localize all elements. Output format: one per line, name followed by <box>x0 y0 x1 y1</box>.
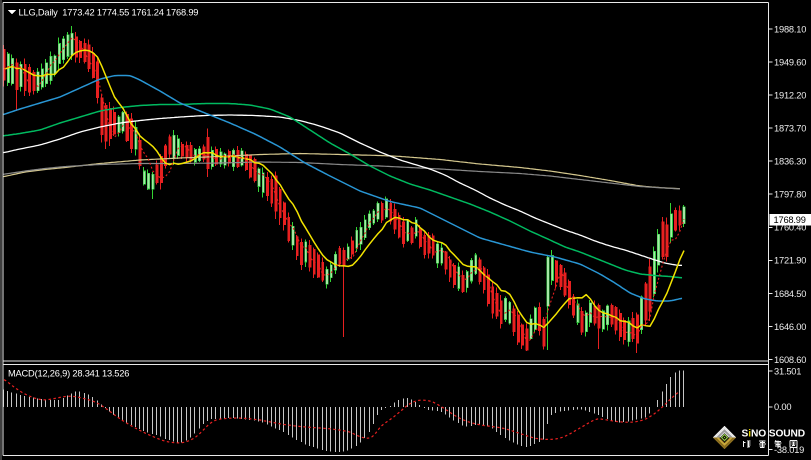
svg-text:MACD(12,26,9) 28.341 13.526: MACD(12,26,9) 28.341 13.526 <box>8 369 129 379</box>
svg-text:1721.90: 1721.90 <box>774 256 806 266</box>
svg-text:1912.20: 1912.20 <box>774 91 806 101</box>
svg-text:LLG,Daily 1773.42 1774.55 176: LLG,Daily 1773.42 1774.55 1761.24 1768.9… <box>19 7 199 17</box>
svg-text:1684.50: 1684.50 <box>774 289 806 299</box>
svg-text:1646.00: 1646.00 <box>774 322 806 332</box>
svg-text:1797.80: 1797.80 <box>774 190 806 200</box>
svg-text:1949.60: 1949.60 <box>774 57 806 67</box>
svg-text:1760.40: 1760.40 <box>774 223 806 233</box>
svg-text:1608.60: 1608.60 <box>774 355 806 365</box>
svg-text:1873.70: 1873.70 <box>774 124 806 134</box>
svg-text:0.00: 0.00 <box>774 402 791 412</box>
svg-text:1988.10: 1988.10 <box>774 24 806 34</box>
svg-text:1836.30: 1836.30 <box>774 157 806 167</box>
svg-text:-38.019: -38.019 <box>774 445 804 455</box>
svg-text:1768.99: 1768.99 <box>774 215 806 225</box>
svg-text:31.501: 31.501 <box>774 366 801 376</box>
svg-text:SiNO SOUND: SiNO SOUND <box>742 429 806 440</box>
